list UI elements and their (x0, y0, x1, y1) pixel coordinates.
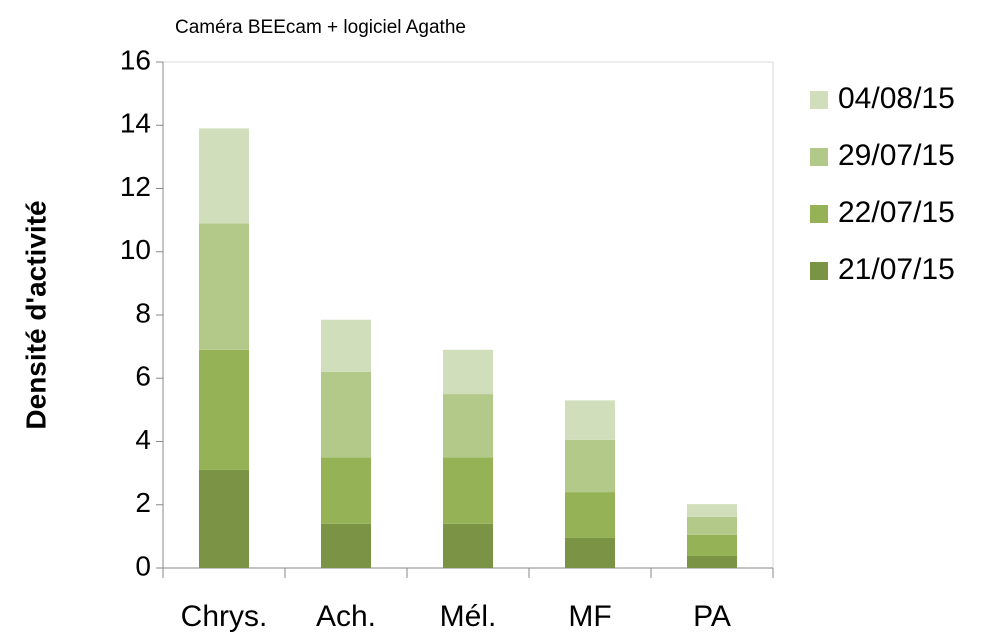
legend-label: 29/07/15 (838, 139, 955, 172)
bar-segment (321, 371, 371, 458)
bar-segment (565, 400, 615, 440)
bar-segment (199, 223, 249, 350)
y-tick-label: 2 (135, 487, 151, 518)
y-tick-label: 4 (135, 424, 151, 455)
legend-label: 22/07/15 (838, 196, 955, 229)
y-tick-label: 10 (120, 234, 151, 265)
x-tick-label: PA (693, 600, 731, 633)
bar-segment (687, 555, 737, 568)
bar-segment (565, 439, 615, 493)
legend-swatch (810, 262, 828, 280)
y-tick-label: 14 (120, 108, 151, 139)
x-tick-label: Chrys. (181, 600, 268, 633)
bar-segment (687, 504, 737, 517)
legend-swatch (810, 205, 828, 223)
legend-swatch (810, 91, 828, 109)
bar-segment (687, 516, 737, 535)
y-tick-label: 6 (135, 361, 151, 392)
y-tick-label: 12 (120, 171, 151, 202)
legend-label: 21/07/15 (838, 253, 955, 286)
bar-segment (687, 534, 737, 556)
bar-segment (443, 349, 493, 395)
y-tick-label: 8 (135, 297, 151, 328)
legend-swatch (810, 148, 828, 166)
bar-segment (443, 523, 493, 568)
bar-segment (565, 492, 615, 538)
x-tick-label: Ach. (316, 600, 376, 633)
bar-segment (321, 319, 371, 372)
y-tick-label: 0 (135, 550, 151, 581)
bar-segment (565, 537, 615, 568)
chart-title: Caméra BEEcam + logiciel Agathe (175, 17, 466, 38)
bar-segment (199, 349, 249, 470)
bar-segment (321, 523, 371, 568)
x-tick-label: Mél. (440, 600, 497, 633)
y-tick-label: 16 (120, 44, 151, 75)
x-tick-label: MF (568, 600, 611, 633)
y-axis-label: Densité d'activité (20, 200, 51, 429)
bar-segment (199, 128, 249, 224)
bar-segment (199, 469, 249, 568)
legend-label: 04/08/15 (838, 82, 955, 115)
bar-segment (321, 457, 371, 524)
bar-segment (443, 457, 493, 524)
bar-segment (443, 394, 493, 458)
